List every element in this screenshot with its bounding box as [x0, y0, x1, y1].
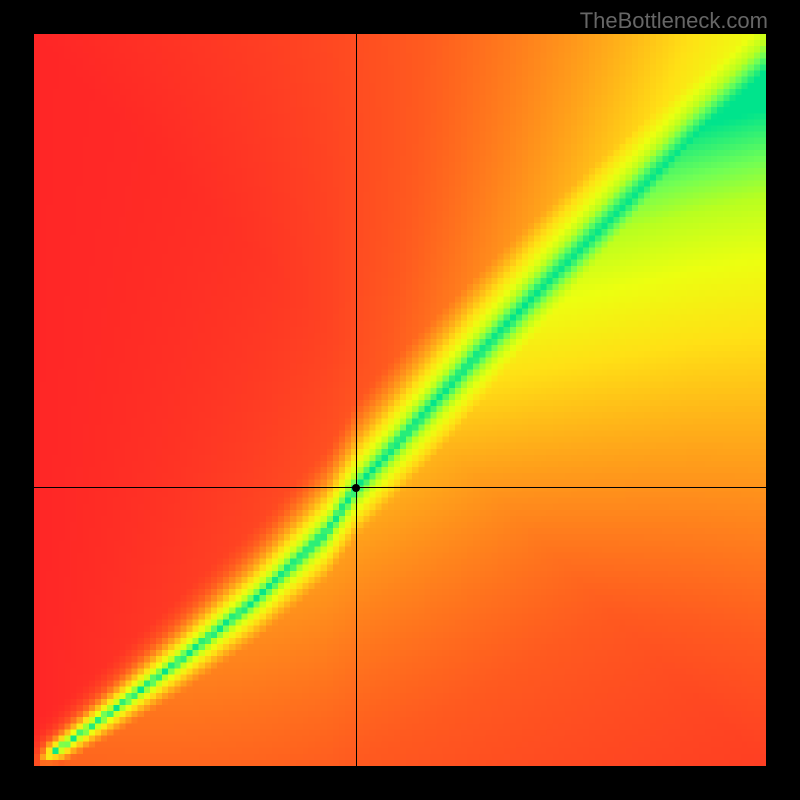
watermark-text: TheBottleneck.com [580, 8, 768, 34]
crosshair-horizontal [34, 487, 766, 488]
crosshair-marker [352, 484, 360, 492]
crosshair-vertical [356, 34, 357, 766]
bottleneck-heatmap [34, 34, 766, 766]
